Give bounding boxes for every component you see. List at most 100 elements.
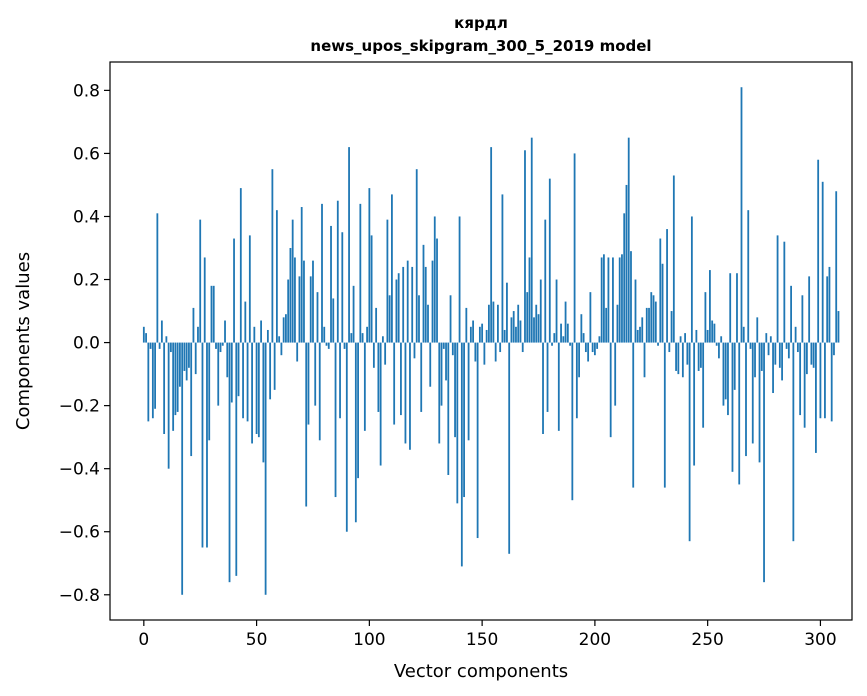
- bar: [278, 336, 281, 343]
- x-tick-label: 250: [691, 630, 723, 650]
- bar: [494, 342, 497, 362]
- bar: [393, 342, 396, 425]
- y-tick-label: −0.6: [59, 523, 100, 543]
- bar: [679, 336, 682, 343]
- bar: [499, 342, 502, 353]
- bar: [318, 342, 321, 441]
- bar: [609, 342, 612, 438]
- y-tick-label: −0.2: [59, 397, 100, 417]
- bar: [787, 342, 790, 359]
- bar: [733, 342, 736, 390]
- bar: [587, 342, 590, 362]
- y-tick-label: 0.8: [73, 81, 100, 101]
- bar: [727, 342, 729, 416]
- bar: [657, 342, 659, 346]
- bar: [142, 326, 145, 343]
- bar: [391, 194, 393, 343]
- bar: [810, 342, 813, 365]
- bar: [688, 342, 691, 542]
- bar: [348, 147, 350, 343]
- bar: [668, 342, 671, 353]
- bar: [363, 342, 366, 431]
- bar: [224, 320, 226, 343]
- bar: [605, 307, 608, 343]
- bar: [720, 336, 723, 343]
- bar: [835, 191, 838, 343]
- bar: [239, 188, 242, 343]
- bar: [632, 342, 635, 488]
- bar: [535, 304, 538, 343]
- bar: [697, 342, 700, 371]
- bar: [612, 257, 614, 343]
- bar: [230, 342, 233, 403]
- bar: [201, 342, 204, 548]
- bar: [718, 342, 720, 359]
- bar: [634, 279, 637, 343]
- bar: [260, 320, 262, 343]
- bar: [456, 342, 459, 504]
- bar: [821, 181, 824, 343]
- bar: [745, 342, 747, 457]
- bar: [160, 320, 163, 343]
- bar: [368, 188, 371, 343]
- bar: [767, 342, 770, 356]
- x-tick-label: 300: [804, 630, 836, 650]
- bar: [799, 342, 802, 416]
- bar: [384, 342, 387, 365]
- bar: [375, 307, 378, 343]
- bar: [645, 307, 648, 343]
- bar: [156, 213, 159, 343]
- bar: [332, 298, 335, 343]
- chart-title-line-1: кярдл: [454, 14, 508, 32]
- bar: [551, 342, 553, 346]
- bar: [454, 342, 456, 438]
- bar: [593, 342, 596, 356]
- bar: [411, 266, 414, 343]
- y-tick-label: −0.8: [59, 586, 100, 606]
- bar: [749, 342, 752, 349]
- bar: [465, 307, 468, 343]
- bar: [661, 263, 664, 343]
- bar: [524, 150, 526, 343]
- bar: [478, 326, 481, 343]
- bar: [785, 342, 788, 349]
- bar: [578, 342, 580, 378]
- bar: [539, 279, 542, 343]
- bar: [677, 342, 680, 375]
- bar: [819, 342, 822, 419]
- bar: [546, 342, 549, 412]
- bar: [305, 342, 308, 507]
- bar: [298, 276, 301, 343]
- bar: [339, 342, 341, 419]
- x-tick-label: 150: [466, 630, 498, 650]
- bar: [463, 342, 465, 498]
- bar: [174, 342, 177, 416]
- bar: [406, 260, 409, 343]
- bar: [418, 295, 420, 343]
- bar: [573, 153, 576, 343]
- bar: [763, 342, 765, 583]
- bar: [801, 295, 804, 343]
- bar: [643, 342, 646, 378]
- bar: [510, 317, 513, 343]
- bar: [796, 342, 799, 353]
- bar: [506, 282, 508, 343]
- bar: [666, 229, 668, 343]
- bar: [542, 342, 544, 434]
- bar: [235, 342, 238, 576]
- bar: [372, 342, 375, 368]
- bar: [314, 342, 317, 406]
- bar: [248, 235, 251, 343]
- plot-frame: [109, 61, 853, 621]
- bar: [648, 307, 650, 343]
- bar: [729, 273, 732, 343]
- bar: [321, 203, 323, 343]
- bar: [422, 244, 425, 343]
- bar: [210, 285, 213, 343]
- bar: [580, 314, 583, 343]
- bar: [711, 320, 714, 343]
- bar: [760, 342, 763, 371]
- bar: [803, 342, 806, 428]
- y-tick-label: −0.4: [59, 460, 100, 480]
- bar: [431, 260, 434, 343]
